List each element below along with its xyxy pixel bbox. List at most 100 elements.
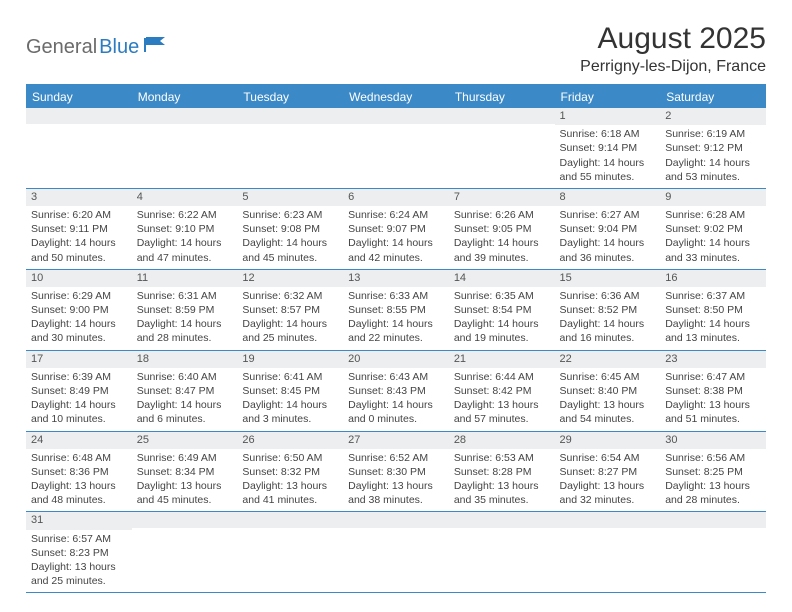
day-number: 26 [237, 432, 343, 449]
day-line: Sunset: 8:27 PM [560, 465, 656, 479]
day-line: Daylight: 14 hours [454, 317, 550, 331]
calendar-cell: 4Sunrise: 6:22 AMSunset: 9:10 PMDaylight… [132, 188, 238, 269]
day-number: 9 [660, 189, 766, 206]
day-number: 2 [660, 108, 766, 125]
day-line: Sunrise: 6:27 AM [560, 208, 656, 222]
day-line: Daylight: 13 hours [454, 479, 550, 493]
calendar-table: SundayMondayTuesdayWednesdayThursdayFrid… [26, 84, 766, 593]
day-line: and 48 minutes. [31, 493, 127, 507]
calendar-cell: 28Sunrise: 6:53 AMSunset: 8:28 PMDayligh… [449, 431, 555, 512]
page-subtitle: Perrigny-les-Dijon, France [580, 58, 766, 76]
calendar-cell: 8 Sunrise: 6:27 AMSunset: 9:04 PMDaylight… [555, 188, 661, 269]
day-line: and 28 minutes. [665, 493, 761, 507]
calendar-cell: 21Sunrise: 6:44 AMSunset: 8:42 PMDayligh… [449, 350, 555, 431]
day-line: and 47 minutes. [137, 251, 233, 265]
calendar-cell: 5Sunrise: 6:23 AMSunset: 9:08 PMDaylight… [237, 188, 343, 269]
logo-word1: General [26, 36, 97, 59]
day-line: Sunset: 8:38 PM [665, 384, 761, 398]
day-line: Sunrise: 6:49 AM [137, 451, 233, 465]
day-line: Sunset: 8:47 PM [137, 384, 233, 398]
day-line: Sunset: 8:57 PM [242, 303, 338, 317]
calendar-row: 17Sunrise: 6:39 AMSunset: 8:49 PMDayligh… [26, 350, 766, 431]
day-body: Sunrise: 6:53 AMSunset: 8:28 PMDaylight:… [449, 449, 555, 512]
calendar-cell: 16Sunrise: 6:37 AMSunset: 8:50 PMDayligh… [660, 269, 766, 350]
logo-word2: Blue [99, 36, 139, 59]
day-line: and 45 minutes. [137, 493, 233, 507]
day-line: Sunrise: 6:54 AM [560, 451, 656, 465]
day-number: 7 [449, 189, 555, 206]
day-line: and 42 minutes. [348, 251, 444, 265]
calendar-cell: 12Sunrise: 6:32 AMSunset: 8:57 PMDayligh… [237, 269, 343, 350]
day-line: Daylight: 14 hours [560, 236, 656, 250]
day-line: Sunrise: 6:45 AM [560, 370, 656, 384]
day-number: 8 [555, 189, 661, 206]
day-line: and 38 minutes. [348, 493, 444, 507]
calendar-cell: 31Sunrise: 6:57 AMSunset: 8:23 PMDayligh… [26, 512, 132, 593]
day-line: and 25 minutes. [31, 574, 127, 588]
day-number: 13 [343, 270, 449, 287]
day-line: and 16 minutes. [560, 331, 656, 345]
weekday-header: Tuesday [237, 85, 343, 108]
day-line: and 55 minutes. [560, 170, 656, 184]
day-line: Daylight: 14 hours [454, 236, 550, 250]
day-line: Sunrise: 6:28 AM [665, 208, 761, 222]
page-title: August 2025 [580, 22, 766, 56]
day-line: Daylight: 14 hours [31, 236, 127, 250]
day-body: Sunrise: 6:47 AMSunset: 8:38 PMDaylight:… [660, 368, 766, 431]
day-line: Sunset: 8:59 PM [137, 303, 233, 317]
day-line: Daylight: 14 hours [137, 398, 233, 412]
calendar-cell [343, 108, 449, 188]
day-number: 27 [343, 432, 449, 449]
day-line: Daylight: 14 hours [665, 317, 761, 331]
day-body: Sunrise: 6:48 AMSunset: 8:36 PMDaylight:… [26, 449, 132, 512]
day-line: Daylight: 13 hours [560, 398, 656, 412]
day-line: Daylight: 14 hours [665, 156, 761, 170]
weekday-header: Thursday [449, 85, 555, 108]
flag-icon [143, 36, 169, 59]
day-line: Sunrise: 6:52 AM [348, 451, 444, 465]
day-body: Sunrise: 6:37 AMSunset: 8:50 PMDaylight:… [660, 287, 766, 350]
day-body: Sunrise: 6:40 AMSunset: 8:47 PMDaylight:… [132, 368, 238, 431]
day-line: Sunrise: 6:43 AM [348, 370, 444, 384]
day-body: Sunrise: 6:57 AMSunset: 8:23 PMDaylight:… [26, 530, 132, 593]
calendar-cell: 20Sunrise: 6:43 AMSunset: 8:43 PMDayligh… [343, 350, 449, 431]
day-line: Sunset: 8:32 PM [242, 465, 338, 479]
day-line: Sunset: 9:04 PM [560, 222, 656, 236]
day-line: and 13 minutes. [665, 331, 761, 345]
day-line: Daylight: 14 hours [665, 236, 761, 250]
day-number: 28 [449, 432, 555, 449]
day-line: Sunrise: 6:24 AM [348, 208, 444, 222]
day-line: Daylight: 13 hours [665, 398, 761, 412]
calendar-cell: 17Sunrise: 6:39 AMSunset: 8:49 PMDayligh… [26, 350, 132, 431]
day-line: Sunrise: 6:36 AM [560, 289, 656, 303]
day-line: Daylight: 14 hours [348, 236, 444, 250]
calendar-cell [555, 512, 661, 593]
day-line: Sunrise: 6:22 AM [137, 208, 233, 222]
day-line: Daylight: 14 hours [137, 317, 233, 331]
day-line: Sunset: 8:52 PM [560, 303, 656, 317]
day-line: Daylight: 14 hours [560, 317, 656, 331]
calendar-row: 10Sunrise: 6:29 AMSunset: 9:00 PMDayligh… [26, 269, 766, 350]
day-line: and 19 minutes. [454, 331, 550, 345]
calendar-cell: 22Sunrise: 6:45 AMSunset: 8:40 PMDayligh… [555, 350, 661, 431]
day-line: Daylight: 13 hours [242, 479, 338, 493]
day-body: Sunrise: 6:35 AMSunset: 8:54 PMDaylight:… [449, 287, 555, 350]
day-body: Sunrise: 6:50 AMSunset: 8:32 PMDaylight:… [237, 449, 343, 512]
day-line: Daylight: 13 hours [31, 560, 127, 574]
day-line: Daylight: 13 hours [137, 479, 233, 493]
day-line: Daylight: 14 hours [242, 398, 338, 412]
day-line: Sunrise: 6:44 AM [454, 370, 550, 384]
day-body: Sunrise: 6:33 AMSunset: 8:55 PMDaylight:… [343, 287, 449, 350]
day-line: Sunset: 8:42 PM [454, 384, 550, 398]
calendar-cell: 23Sunrise: 6:47 AMSunset: 8:38 PMDayligh… [660, 350, 766, 431]
day-line: and 53 minutes. [665, 170, 761, 184]
day-line: Sunset: 8:49 PM [31, 384, 127, 398]
day-line: Sunrise: 6:57 AM [31, 532, 127, 546]
day-number: 25 [132, 432, 238, 449]
day-body: Sunrise: 6:19 AMSunset: 9:12 PMDaylight:… [660, 125, 766, 188]
weekday-header: Friday [555, 85, 661, 108]
day-number: 24 [26, 432, 132, 449]
day-line: Sunrise: 6:40 AM [137, 370, 233, 384]
day-line: Sunset: 8:28 PM [454, 465, 550, 479]
day-line: Sunrise: 6:33 AM [348, 289, 444, 303]
